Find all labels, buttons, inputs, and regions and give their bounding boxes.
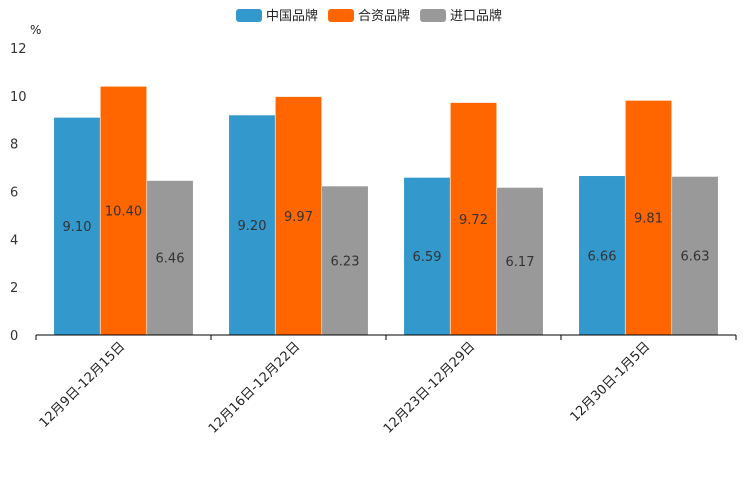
- x-category-label-0: 12月9日-12月15日: [37, 339, 129, 431]
- data-label-1-1: 9.97: [284, 210, 313, 225]
- bar-1-2: [321, 185, 369, 336]
- data-label-2-1: 9.72: [459, 213, 488, 228]
- x-category-label-3: 12月30日-1月5日: [568, 339, 654, 425]
- data-label-2-0: 6.59: [413, 250, 442, 265]
- data-label-0-2: 6.46: [156, 252, 185, 267]
- bar-1-1: [274, 96, 323, 336]
- y-tick-label-6: 12: [10, 42, 27, 57]
- y-axis: 0 2 4 6 8 10 12: [10, 42, 27, 344]
- legend: 中国品牌 合资品牌 进口品牌: [236, 8, 502, 24]
- legend-label-0: 中国品牌: [266, 8, 318, 24]
- data-label-0-0: 9.10: [63, 220, 92, 235]
- y-tick-label-2: 4: [10, 233, 18, 248]
- bar-3-2: [671, 176, 719, 336]
- legend-swatch-2: [420, 9, 447, 22]
- bar-0-1: [99, 85, 148, 336]
- data-label-1-0: 9.20: [238, 219, 267, 234]
- x-axis: 12月9日-12月15日 12月16日-12月22日 12月23日-12月29日 12…: [35, 334, 737, 437]
- bar-3-0: [578, 175, 626, 336]
- legend-swatch-1: [328, 9, 355, 22]
- data-label-3-1: 9.81: [634, 212, 663, 227]
- data-label-3-0: 6.66: [588, 249, 617, 264]
- bars: [53, 85, 719, 336]
- x-category-label-2: 12月23日-12月29日: [381, 339, 478, 436]
- y-tick-label-3: 6: [10, 186, 18, 201]
- data-label-1-2: 6.23: [331, 254, 360, 269]
- x-category-label-1: 12月16日-12月22日: [206, 339, 303, 436]
- legend-label-1: 合资品牌: [358, 8, 410, 24]
- y-tick-label-0: 0: [10, 329, 18, 344]
- bar-1-0: [228, 114, 276, 336]
- y-axis-unit: %: [30, 23, 41, 37]
- data-labels: 9.10 10.40 6.46 9.20 9.97 6.23 6.59 9.72 6.17 6.6…: [63, 205, 710, 271]
- y-tick-label-1: 2: [10, 281, 18, 296]
- bar-2-1: [449, 102, 498, 336]
- data-label-0-1: 10.40: [105, 205, 142, 220]
- legend-swatch-0: [236, 9, 262, 22]
- data-label-2-2: 6.17: [506, 255, 535, 270]
- data-label-3-2: 6.63: [681, 250, 710, 265]
- legend-label-2: 进口品牌: [450, 8, 502, 24]
- bar-0-0: [53, 117, 101, 336]
- bar-0-2: [146, 180, 194, 336]
- y-tick-label-4: 8: [10, 138, 18, 153]
- y-tick-label-5: 10: [10, 90, 27, 105]
